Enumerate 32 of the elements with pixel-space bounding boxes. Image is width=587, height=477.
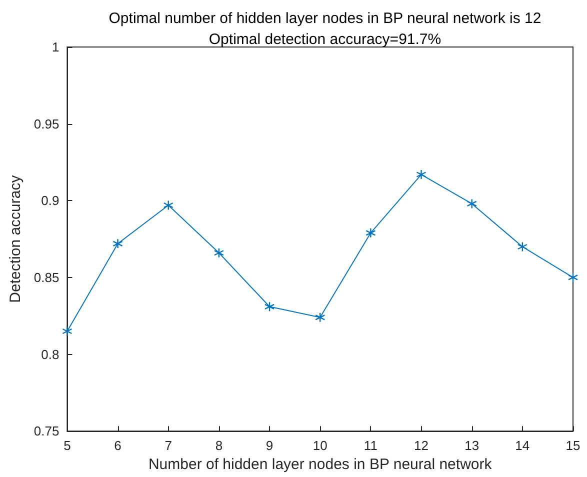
point xyxy=(416,169,426,180)
x-tick-label: 11 xyxy=(364,438,378,454)
y-tick-label: 0.9 xyxy=(41,193,60,208)
point xyxy=(62,326,72,336)
x-tick-label: 6 xyxy=(114,438,122,454)
y-tick-label: 0.8 xyxy=(41,346,60,362)
point xyxy=(366,228,376,238)
point xyxy=(568,272,578,283)
x-tick-label: 10 xyxy=(312,438,328,454)
y-tick-label: 0.95 xyxy=(34,116,60,132)
x-axis-title: Number of hidden layer nodes in BP neural network xyxy=(148,456,492,473)
x-tick-label: 9 xyxy=(266,438,274,454)
chart-subtitle: Optimal detection accuracy=91.7% xyxy=(208,31,442,48)
y-tick-label: 0.85 xyxy=(34,270,60,285)
x-tick-label: 8 xyxy=(215,438,223,454)
x-tick-label: 5 xyxy=(64,438,71,454)
point xyxy=(112,238,123,249)
point xyxy=(315,312,326,323)
point xyxy=(517,242,528,252)
x-tick-label: 15 xyxy=(566,438,580,454)
y-axis-title: Detection accuracy xyxy=(7,174,24,303)
x-tick-label: 7 xyxy=(164,438,172,454)
y-tick-label: 0.75 xyxy=(34,424,60,439)
point xyxy=(264,302,275,312)
point xyxy=(214,248,224,258)
x-tick-label: 13 xyxy=(464,438,480,454)
y-tick-label: 1 xyxy=(52,40,60,54)
x-tick-label: 14 xyxy=(515,438,530,454)
point xyxy=(466,198,477,209)
chart-title: Optimal number of hidden layer nodes in BP neural network is 12 xyxy=(108,10,542,27)
point xyxy=(163,200,174,210)
x-tick-label: 12 xyxy=(414,438,428,454)
